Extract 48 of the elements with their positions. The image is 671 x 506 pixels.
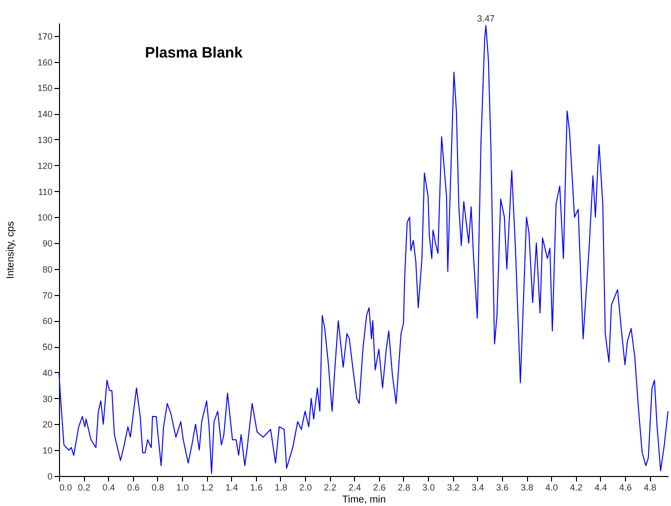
x-tick-label: 3.0: [422, 482, 435, 492]
x-tick-label: 4.4: [594, 482, 608, 492]
x-tick-label: 3.6: [496, 482, 509, 492]
x-tick-label: 2.0: [299, 482, 312, 492]
y-tick-label: 50: [42, 342, 52, 352]
y-tick-label: 20: [42, 420, 52, 430]
x-tick-label: 2.2: [324, 482, 336, 492]
y-tick-label: 140: [37, 109, 52, 120]
y-tick-label: 30: [42, 394, 52, 404]
text: Plasma Blank: [144, 44, 244, 62]
line-series: [58, 25, 668, 474]
y-tick-label: 170: [37, 31, 52, 42]
x-tick-label: 0.0: [60, 482, 72, 492]
y-tick-label: 10: [42, 446, 52, 456]
y-tick-label: 160: [37, 57, 52, 68]
x-tick-label: 0.8: [152, 482, 164, 492]
x-tick-label: 1.6: [250, 482, 263, 492]
x-tick-label: 2.4: [348, 482, 362, 492]
y-tick-label: 100: [37, 212, 52, 223]
x-tick-label: 4.0: [545, 482, 558, 492]
y-axis-title: Intensity, cps: [5, 221, 16, 279]
x-tick-label: 1.4: [225, 482, 238, 492]
y-tick-label: 40: [42, 368, 52, 378]
annotation: 3.47: [477, 14, 495, 24]
x-tick-label: 4.6: [619, 482, 632, 492]
y-tick-label: 0: [47, 472, 52, 482]
y-tick-label: 60: [42, 316, 52, 326]
x-tick-label: 0.4: [102, 482, 115, 492]
y-tick-label: 80: [42, 264, 52, 274]
y-tick-label: 70: [42, 290, 52, 300]
x-tick-label: 1.0: [176, 482, 189, 492]
x-tick-label: 3.4: [472, 482, 484, 492]
x-tick-label: 3.2: [446, 482, 460, 492]
y-tick-label: 90: [42, 238, 52, 249]
x-tick-label: 0.2: [78, 482, 90, 492]
x-tick-label: 1.2: [200, 482, 214, 492]
x-tick-label: 2.8: [398, 482, 410, 492]
x-tick-label: 2.6: [373, 482, 386, 492]
y-tick-label: 150: [37, 83, 52, 94]
y-tick-label: 130: [37, 134, 52, 145]
y-tick-label: 120: [37, 160, 52, 171]
x-tick-label: 0.6: [127, 482, 140, 492]
x-tick-label: 4.8: [644, 482, 656, 492]
y-tick-label: 110: [38, 186, 52, 197]
x-tick-label: 4.2: [570, 482, 582, 492]
x-tick-label: 3.8: [520, 482, 534, 492]
x-axis-title: Time, min: [342, 494, 386, 506]
x-tick-label: 1.8: [274, 482, 288, 492]
